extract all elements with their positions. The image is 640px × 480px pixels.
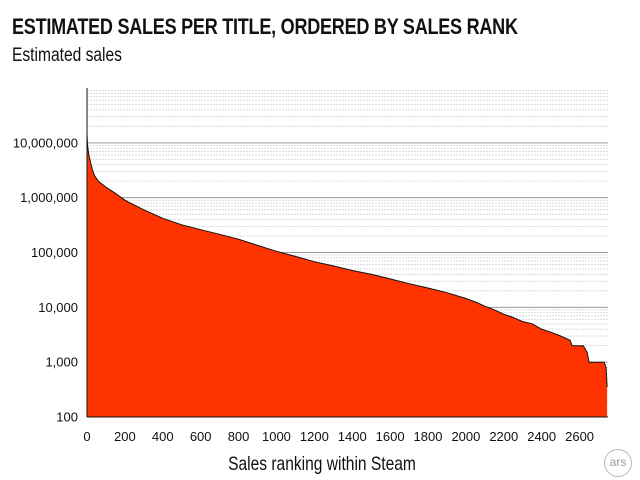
ars-logo: ars <box>604 449 632 477</box>
y-tick-label: 10,000,000 <box>13 135 78 150</box>
x-tick-label: 200 <box>114 429 136 444</box>
x-tick-label: 2200 <box>489 429 518 444</box>
x-tick-label: 2400 <box>527 429 556 444</box>
x-tick-label: 1600 <box>376 429 405 444</box>
x-tick-label: 2600 <box>565 429 594 444</box>
x-tick-label: 1000 <box>262 429 291 444</box>
y-tick-label: 1,000 <box>45 355 78 370</box>
x-tick-label: 0 <box>83 429 90 444</box>
y-tick-label: 1,000,000 <box>20 190 78 205</box>
sales-line <box>86 133 608 388</box>
axes <box>86 88 608 418</box>
y-tick-label: 10,000 <box>38 300 78 315</box>
x-axis-label: Sales ranking within Steam <box>228 453 416 475</box>
x-tick-label: 400 <box>152 429 174 444</box>
x-tick-label: 1800 <box>414 429 443 444</box>
x-tick-label: 600 <box>190 429 212 444</box>
x-tick-labels: 0 200 400 600 800 1000 1200 1400 1600 1800 2000 220… <box>83 429 594 444</box>
x-tick-label: 1200 <box>300 429 329 444</box>
y-tick-label: 100 <box>56 410 78 425</box>
sales-area <box>87 133 608 417</box>
x-tick-label: 1400 <box>338 429 367 444</box>
y-tick-labels: 100 1,000 10,000 100,000 1,000,000 10,000,000 <box>13 135 78 424</box>
chart-title: ESTIMATED SALES PER TITLE, ORDERED BY SA… <box>12 14 518 39</box>
chart-subtitle: Estimated sales <box>12 45 122 66</box>
y-tick-label: 100,000 <box>31 245 78 260</box>
x-tick-label: 800 <box>228 429 250 444</box>
x-tick-label: 2000 <box>451 429 480 444</box>
